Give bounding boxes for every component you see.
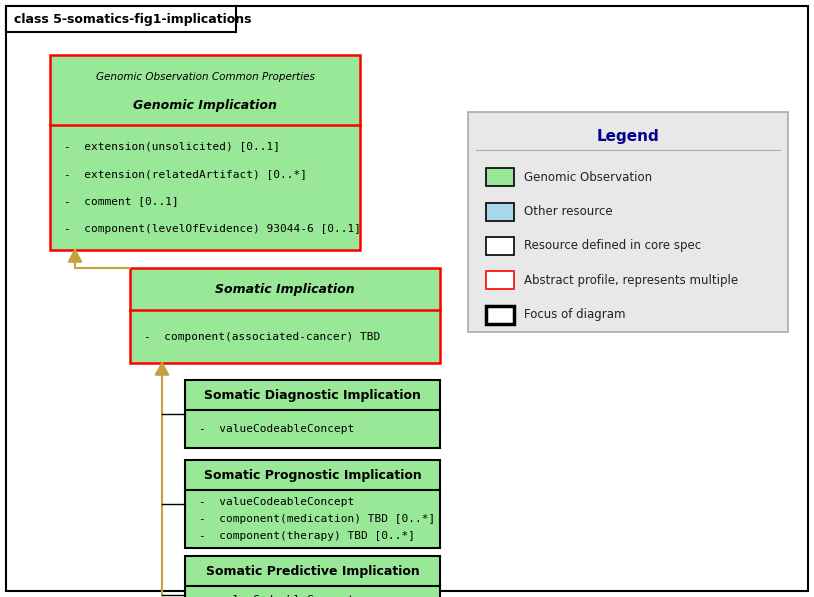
Bar: [486, 237, 514, 255]
Bar: [185, 380, 440, 448]
Text: Abstract profile, represents multiple: Abstract profile, represents multiple: [524, 274, 738, 287]
Text: -  valueCodeableConcept: - valueCodeableConcept: [199, 497, 354, 507]
Text: Somatic Implication: Somatic Implication: [215, 282, 355, 296]
Bar: [185, 556, 440, 597]
Text: -  extension(unsolicited) [0..1]: - extension(unsolicited) [0..1]: [64, 141, 280, 151]
Text: -  comment [0..1]: - comment [0..1]: [64, 196, 179, 207]
Text: Legend: Legend: [597, 128, 659, 143]
Bar: [6, 6, 236, 32]
Bar: [486, 202, 514, 221]
Text: -  component(medication) TBD [0..*]: - component(medication) TBD [0..*]: [199, 514, 435, 524]
Text: -  component(therapy) TBD [0..*]: - component(therapy) TBD [0..*]: [199, 531, 415, 540]
Bar: [50, 55, 360, 250]
Text: Resource defined in core spec: Resource defined in core spec: [524, 239, 701, 253]
Bar: [185, 460, 440, 548]
Text: -  component(levelOfEvidence) 93044-6 [0..1]: - component(levelOfEvidence) 93044-6 [0.…: [64, 224, 361, 234]
Text: Genomic Observation Common Properties: Genomic Observation Common Properties: [95, 72, 314, 82]
Text: Genomic Implication: Genomic Implication: [133, 99, 277, 112]
Bar: [486, 168, 514, 186]
Text: -  extension(relatedArtifact) [0..*]: - extension(relatedArtifact) [0..*]: [64, 168, 307, 179]
Text: Somatic Diagnostic Implication: Somatic Diagnostic Implication: [204, 389, 421, 402]
Text: -  valueCodeableConcept: - valueCodeableConcept: [199, 424, 354, 434]
Text: Genomic Observation: Genomic Observation: [524, 171, 652, 184]
Bar: [130, 268, 440, 363]
Bar: [468, 112, 788, 332]
Text: Focus of diagram: Focus of diagram: [524, 308, 625, 321]
Polygon shape: [155, 363, 168, 375]
Text: Somatic Prognostic Implication: Somatic Prognostic Implication: [204, 469, 422, 482]
Bar: [486, 272, 514, 290]
Polygon shape: [68, 250, 81, 262]
Text: class 5-somatics-fig1-implications: class 5-somatics-fig1-implications: [14, 13, 252, 26]
Text: -  component(associated-cancer) TBD: - component(associated-cancer) TBD: [144, 331, 380, 341]
Text: -  valueCodeableConcept: - valueCodeableConcept: [199, 595, 354, 597]
Text: Other resource: Other resource: [524, 205, 613, 218]
Bar: [486, 306, 514, 324]
Text: Somatic Predictive Implication: Somatic Predictive Implication: [206, 565, 419, 577]
